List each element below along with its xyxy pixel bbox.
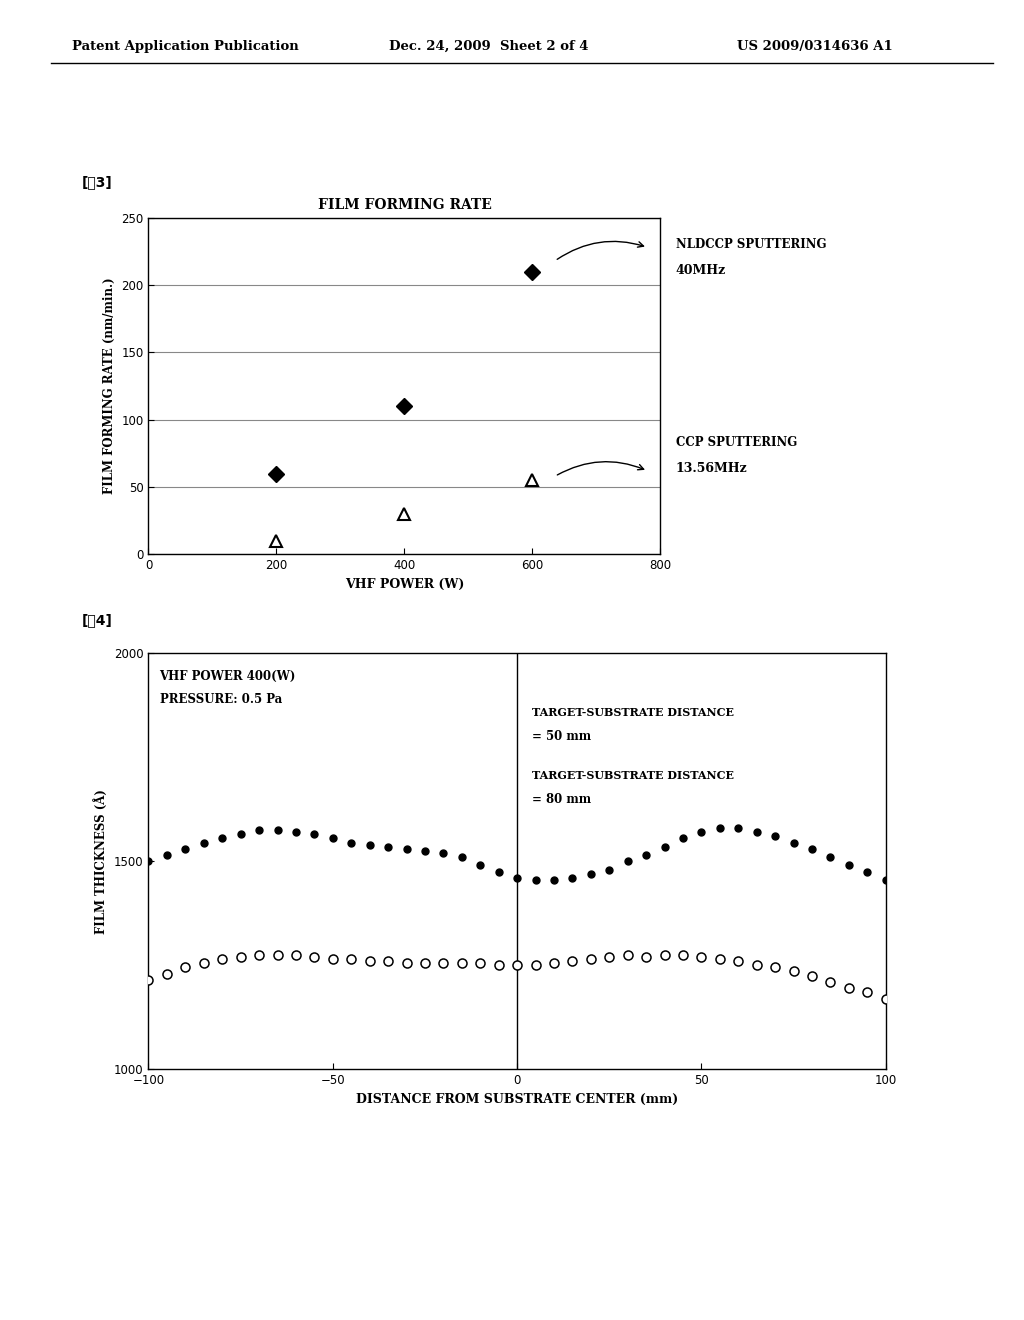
Text: VHF POWER 400(W): VHF POWER 400(W)	[160, 671, 296, 682]
X-axis label: VHF POWER (W): VHF POWER (W)	[345, 578, 464, 591]
Text: NLDCCP SPUTTERING: NLDCCP SPUTTERING	[676, 238, 826, 251]
Title: FILM FORMING RATE: FILM FORMING RATE	[317, 198, 492, 213]
Text: [図3]: [図3]	[82, 176, 113, 189]
Text: 13.56MHz: 13.56MHz	[676, 462, 748, 475]
Y-axis label: FILM THICKNESS (Å): FILM THICKNESS (Å)	[94, 789, 109, 933]
Text: PRESSURE: 0.5 Pa: PRESSURE: 0.5 Pa	[160, 693, 282, 706]
Text: TARGET-SUBSTRATE DISTANCE: TARGET-SUBSTRATE DISTANCE	[531, 770, 734, 781]
Y-axis label: FILM FORMING RATE (nm/min.): FILM FORMING RATE (nm/min.)	[102, 277, 116, 495]
Text: TARGET-SUBSTRATE DISTANCE: TARGET-SUBSTRATE DISTANCE	[531, 708, 734, 718]
Text: Patent Application Publication: Patent Application Publication	[72, 40, 298, 53]
Text: Dec. 24, 2009  Sheet 2 of 4: Dec. 24, 2009 Sheet 2 of 4	[389, 40, 589, 53]
Text: CCP SPUTTERING: CCP SPUTTERING	[676, 436, 797, 449]
Text: = 80 mm: = 80 mm	[531, 793, 591, 805]
Text: = 50 mm: = 50 mm	[531, 730, 591, 743]
Text: 40MHz: 40MHz	[676, 264, 726, 277]
Text: US 2009/0314636 A1: US 2009/0314636 A1	[737, 40, 893, 53]
Text: [図4]: [図4]	[82, 614, 113, 627]
X-axis label: DISTANCE FROM SUBSTRATE CENTER (mm): DISTANCE FROM SUBSTRATE CENTER (mm)	[356, 1093, 678, 1106]
